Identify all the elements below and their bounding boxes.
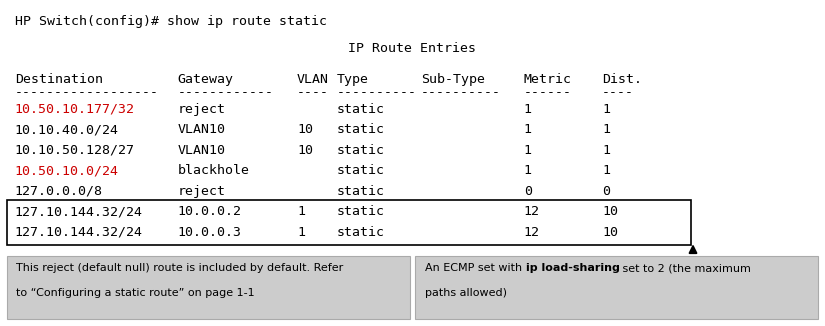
Text: 10: 10 <box>297 123 313 136</box>
Text: VLAN: VLAN <box>297 73 329 86</box>
Text: Destination: Destination <box>15 73 103 86</box>
Text: 10.0.0.3: 10.0.0.3 <box>177 226 242 239</box>
Text: 10.10.50.128/27: 10.10.50.128/27 <box>15 144 134 157</box>
Text: 10: 10 <box>602 205 618 218</box>
Text: 12: 12 <box>524 205 540 218</box>
Text: 127.10.144.32/24: 127.10.144.32/24 <box>15 226 143 239</box>
Text: 1: 1 <box>524 164 532 177</box>
Text: HP Switch(config)# show ip route static: HP Switch(config)# show ip route static <box>15 15 327 28</box>
Text: 1: 1 <box>524 123 532 136</box>
Text: reject: reject <box>177 103 225 116</box>
Text: 10.50.10.0/24: 10.50.10.0/24 <box>15 164 119 177</box>
Text: ------: ------ <box>524 86 572 99</box>
Text: Dist.: Dist. <box>602 73 642 86</box>
Text: 0: 0 <box>524 185 532 198</box>
Text: 10: 10 <box>602 226 618 239</box>
Text: 1: 1 <box>602 144 610 157</box>
Text: 1: 1 <box>602 164 610 177</box>
Text: to “Configuring a static route” on page 1-1: to “Configuring a static route” on page … <box>16 288 255 298</box>
Text: ----------: ---------- <box>421 86 501 99</box>
Text: blackhole: blackhole <box>177 164 249 177</box>
Text: ----: ---- <box>602 86 634 99</box>
Text: 12: 12 <box>524 226 540 239</box>
Bar <box>7 200 691 245</box>
Text: static: static <box>337 144 384 157</box>
Text: 10.10.40.0/24: 10.10.40.0/24 <box>15 123 119 136</box>
Text: 10.0.0.2: 10.0.0.2 <box>177 205 242 218</box>
Text: 0: 0 <box>602 185 610 198</box>
Text: ------------------: ------------------ <box>15 86 159 99</box>
Text: 10: 10 <box>297 144 313 157</box>
Text: This reject (default null) route is included by default. Refer: This reject (default null) route is incl… <box>16 263 344 273</box>
Bar <box>7 256 410 319</box>
Text: ------------: ------------ <box>177 86 273 99</box>
Text: 1: 1 <box>602 103 610 116</box>
Text: ----: ---- <box>297 86 329 99</box>
Text: static: static <box>337 205 384 218</box>
Text: 127.10.144.32/24: 127.10.144.32/24 <box>15 205 143 218</box>
Text: An ECMP set with: An ECMP set with <box>425 263 526 273</box>
Text: IP Route Entries: IP Route Entries <box>348 42 477 55</box>
Text: Sub-Type: Sub-Type <box>421 73 485 86</box>
Text: 10.50.10.177/32: 10.50.10.177/32 <box>15 103 134 116</box>
Text: set to 2 (the maximum: set to 2 (the maximum <box>620 263 752 273</box>
Text: 1: 1 <box>297 226 305 239</box>
Text: VLAN10: VLAN10 <box>177 123 225 136</box>
Text: VLAN10: VLAN10 <box>177 144 225 157</box>
Text: 127.0.0.0/8: 127.0.0.0/8 <box>15 185 103 198</box>
Text: Gateway: Gateway <box>177 73 233 86</box>
Bar <box>415 256 818 319</box>
Text: 1: 1 <box>602 123 610 136</box>
Text: ----------: ---------- <box>337 86 417 99</box>
Text: static: static <box>337 185 384 198</box>
Text: 1: 1 <box>297 205 305 218</box>
Text: paths allowed): paths allowed) <box>425 288 507 298</box>
Text: Metric: Metric <box>524 73 572 86</box>
Text: 1: 1 <box>524 144 532 157</box>
Text: ip load-sharing: ip load-sharing <box>526 263 620 273</box>
Text: static: static <box>337 123 384 136</box>
Text: static: static <box>337 226 384 239</box>
Text: Type: Type <box>337 73 369 86</box>
Text: 1: 1 <box>524 103 532 116</box>
Text: reject: reject <box>177 185 225 198</box>
Text: static: static <box>337 103 384 116</box>
Text: static: static <box>337 164 384 177</box>
